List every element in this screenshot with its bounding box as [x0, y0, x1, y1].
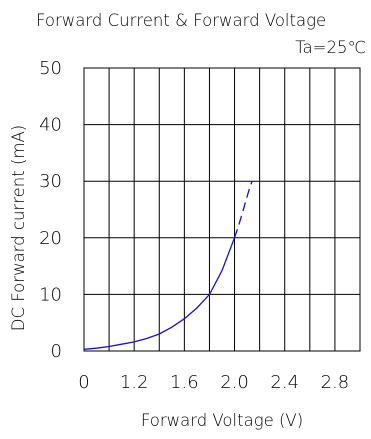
- y-tick-label-1: 10: [39, 284, 62, 305]
- x-tick-label-1: 1.2: [120, 372, 149, 393]
- x-tick-label-5: 2.8: [321, 372, 350, 393]
- temperature-annotation: Ta=25℃: [295, 38, 366, 57]
- dashed-curve-line: [233, 180, 253, 239]
- plot-frame: [83, 67, 361, 352]
- x-tick-label-3: 2.0: [220, 372, 249, 393]
- y-axis-label: DC Forward current (mA): [9, 125, 28, 331]
- chart-title: Forward Current & Forward Voltage: [36, 11, 326, 30]
- y-tick-label-5: 50: [39, 58, 62, 79]
- y-tick-label-2: 20: [39, 228, 62, 249]
- x-tick-label-2: 1.6: [170, 372, 199, 393]
- y-tick-labels: 0 10 20 30 40 50: [39, 58, 62, 362]
- x-axis-label: Forward Voltage (V): [141, 411, 303, 430]
- y-tick-label-4: 40: [39, 115, 62, 136]
- solid-curve-line: [83, 237, 236, 350]
- curve-group: [83, 180, 253, 350]
- x-tick-label-0: 0: [78, 372, 89, 393]
- x-tick-labels: 0 1.2 1.6 2.0 2.4 2.8: [78, 372, 349, 393]
- x-tick-label-4: 2.4: [270, 372, 299, 393]
- y-tick-label-3: 30: [39, 171, 62, 192]
- plot-grid: [83, 67, 361, 352]
- y-tick-label-0: 0: [51, 341, 62, 362]
